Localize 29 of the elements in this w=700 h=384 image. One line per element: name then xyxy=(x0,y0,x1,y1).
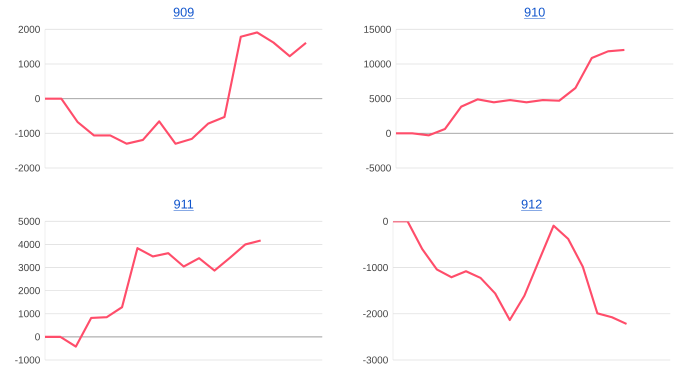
y-tick-label: 1000 xyxy=(18,60,40,68)
y-tick-label: -1000 xyxy=(363,264,388,272)
chart-title: 911 xyxy=(174,200,194,209)
y-tick-label: -2000 xyxy=(363,310,388,318)
line-series xyxy=(396,48,626,136)
y-tick-label: 15000 xyxy=(364,26,391,33)
y-tick-label: -3000 xyxy=(363,356,388,364)
y-tick-label: 0 xyxy=(386,130,391,137)
y-tick-label: 4000 xyxy=(18,240,40,248)
y-tick-label: -1000 xyxy=(15,356,40,364)
line-series xyxy=(393,221,628,325)
y-tick-label: -2000 xyxy=(15,164,40,172)
y-tick-label: 10000 xyxy=(364,60,391,68)
y-tick-label: 0 xyxy=(383,218,388,225)
line-series xyxy=(45,239,262,348)
y-tick-label: 3000 xyxy=(18,264,40,272)
chart-title: 909 xyxy=(174,8,194,17)
y-tick-label: 0 xyxy=(35,333,40,340)
y-tick-label: -1000 xyxy=(15,130,40,137)
y-tick-label: 2000 xyxy=(18,287,40,294)
line-series xyxy=(45,31,308,145)
y-tick-label: 1000 xyxy=(18,310,40,318)
chart-title: 910 xyxy=(524,8,545,17)
y-tick-label: 5000 xyxy=(369,95,391,102)
y-tick-label: -5000 xyxy=(366,164,391,172)
chart-title: 912 xyxy=(522,200,542,209)
y-tick-label: 0 xyxy=(35,95,40,102)
y-tick-label: 2000 xyxy=(18,26,40,33)
y-tick-label: 5000 xyxy=(18,218,40,225)
